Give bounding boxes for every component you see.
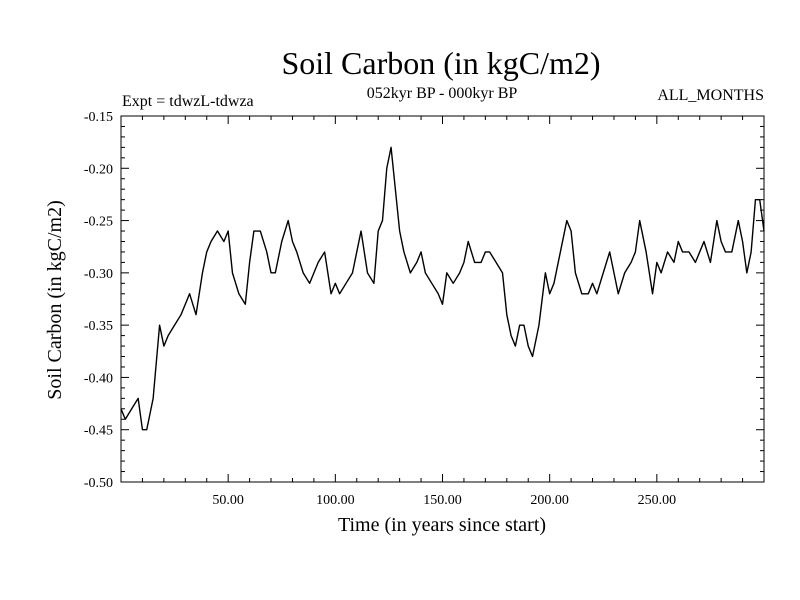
x-tick-label: 150.00: [423, 493, 462, 508]
minor-ticks: [121, 116, 764, 482]
x-tick-label: 50.00: [212, 493, 244, 508]
chart-title: Soil Carbon (in kgC/m2): [281, 45, 600, 81]
x-axis-label: Time (in years since start): [338, 514, 546, 536]
months-note: ALL_MONTHS: [657, 87, 764, 104]
y-tick-label: -0.20: [84, 162, 113, 177]
time-range-note: 052kyr BP - 000kyr BP: [367, 85, 518, 102]
y-axis: -0.15 -0.20 -0.25 -0.30 -0.35 -0.40 -0.45 -0.50: [84, 110, 764, 491]
experiment-note: Expt = tdwzL-tdwza: [122, 93, 254, 110]
y-tick-label: -0.45: [84, 424, 113, 439]
x-tick-label: 250.00: [638, 493, 677, 508]
x-tick-label: 100.00: [316, 493, 355, 508]
y-tick-label: -0.40: [84, 371, 113, 386]
y-tick-label: -0.25: [84, 215, 113, 230]
y-axis-label: Soil Carbon (in kgC/m2): [44, 200, 66, 399]
y-tick-label: -0.50: [84, 476, 113, 491]
x-tick-label: 200.00: [530, 493, 569, 508]
y-tick-label: -0.30: [84, 267, 113, 282]
y-tick-label: -0.35: [84, 319, 113, 334]
x-axis: 50.00 100.00 150.00 200.00 250.00: [212, 116, 676, 508]
y-tick-label: -0.15: [84, 110, 113, 125]
series-line-soil-carbon: [120, 146, 765, 431]
